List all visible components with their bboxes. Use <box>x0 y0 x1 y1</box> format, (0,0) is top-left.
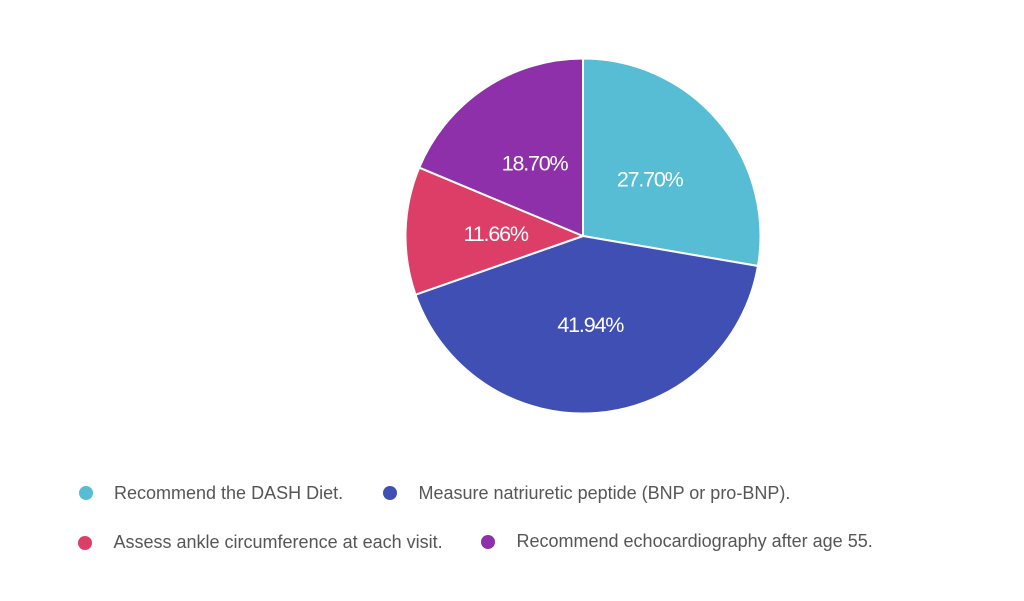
svg-text:18.70%: 18.70% <box>502 152 569 176</box>
svg-text:27.70%: 27.70% <box>617 168 684 192</box>
svg-text:41.94%: 41.94% <box>557 313 624 337</box>
svg-text:11.66%: 11.66% <box>464 222 529 246</box>
